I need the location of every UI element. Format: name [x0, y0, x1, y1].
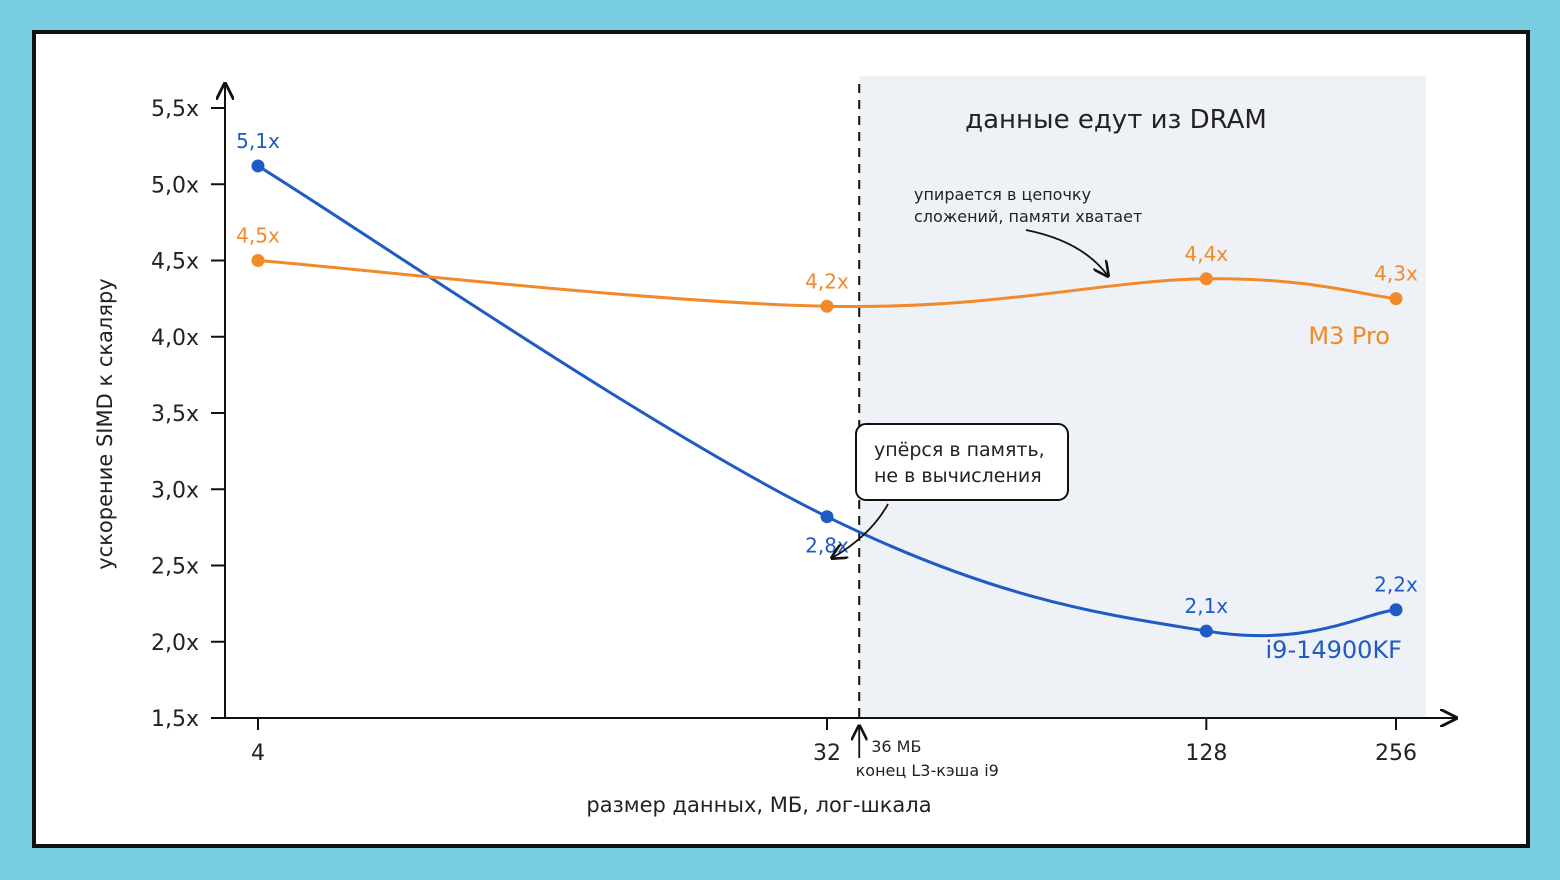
- dram-region-title: данные едут из DRAM: [965, 105, 1267, 135]
- blue-annotation-line2: не в вычисления: [874, 465, 1042, 487]
- axes: [225, 84, 1456, 718]
- data-label-m3-pro: 4,3x: [1374, 262, 1418, 286]
- x-axis-title: размер данных, МБ, лог-шкала: [586, 793, 931, 817]
- orange-annotation-line1: упирается в цепочку: [914, 185, 1091, 204]
- data-label-m3-pro: 4,5x: [236, 224, 280, 248]
- chart-svg: данные едут из DRAM 1,5x 2,0x 2,5x 3,0x 3,5x…: [93, 76, 1526, 817]
- data-point-m3-pro: [1389, 292, 1403, 306]
- orange-annotation-line2: сложений, памяти хватает: [914, 207, 1142, 226]
- series-name-m3-pro: M3 Pro: [1308, 322, 1390, 350]
- y-axis-title: ускорение SIMD к скаляру: [93, 278, 117, 570]
- series-line-i9-14900kf: [256, 164, 1398, 638]
- data-point-i9-14900kf: [1199, 624, 1213, 638]
- x-tick-label: 256: [1375, 741, 1417, 766]
- data-point-i9-14900kf: [820, 510, 834, 524]
- data-point-m3-pro: [820, 299, 834, 313]
- y-tick-label: 2,5x: [151, 555, 199, 580]
- data-label-i9-14900kf: 2,2x: [1374, 573, 1418, 597]
- x-tick-label: 4: [251, 741, 265, 766]
- blue-annotation-line1: упёрся в память,: [874, 439, 1045, 461]
- series-name-i9-14900kf: i9-14900KF: [1266, 636, 1403, 664]
- blue-annotation-arrow: [832, 503, 889, 558]
- data-label-i9-14900kf: 2,8x: [805, 534, 849, 558]
- data-point-m3-pro: [1199, 272, 1213, 286]
- data-label-i9-14900kf: 2,1x: [1185, 594, 1229, 618]
- data-label-i9-14900kf: 5,1x: [236, 129, 280, 153]
- series-layer: 5,1x 2,8x 2,1x 2,2x 4,5x 4,2x 4,4x 4,3x: [236, 129, 1418, 638]
- dram-region-shading: [859, 76, 1426, 718]
- data-label-m3-pro: 4,4x: [1185, 242, 1229, 266]
- y-tick-label: 3,5x: [151, 402, 199, 427]
- data-label-m3-pro: 4,2x: [805, 269, 849, 293]
- series-line-m3-pro: [256, 259, 1398, 309]
- data-point-i9-14900kf: [251, 159, 265, 173]
- ticks: 1,5x 2,0x 2,5x 3,0x 3,5x 4,0x 4,5x 5,0x 5,5x 4 32 1…: [151, 97, 1417, 766]
- l3-marker-desc-label: конец L3-кэша i9: [856, 761, 999, 780]
- y-tick-label: 5,0x: [151, 173, 199, 198]
- blue-annotation-box: [855, 423, 1069, 501]
- y-tick-label: 3,0x: [151, 478, 199, 503]
- y-tick-label: 4,5x: [151, 250, 199, 275]
- y-tick-label: 1,5x: [151, 707, 199, 732]
- y-tick-label: 2,0x: [151, 631, 199, 656]
- l3-marker-size-label: 36 МБ: [871, 737, 921, 756]
- y-tick-label: 4,0x: [151, 326, 199, 351]
- x-tick-label: 32: [813, 741, 841, 766]
- x-tick-label: 128: [1185, 741, 1227, 766]
- data-point-m3-pro: [251, 254, 265, 267]
- y-tick-label: 5,5x: [151, 97, 199, 122]
- orange-annotation-arrow: [1025, 229, 1108, 276]
- chart-panel: данные едут из DRAM 1,5x 2,0x 2,5x 3,0x 3,5x…: [32, 30, 1530, 848]
- data-point-i9-14900kf: [1389, 603, 1403, 617]
